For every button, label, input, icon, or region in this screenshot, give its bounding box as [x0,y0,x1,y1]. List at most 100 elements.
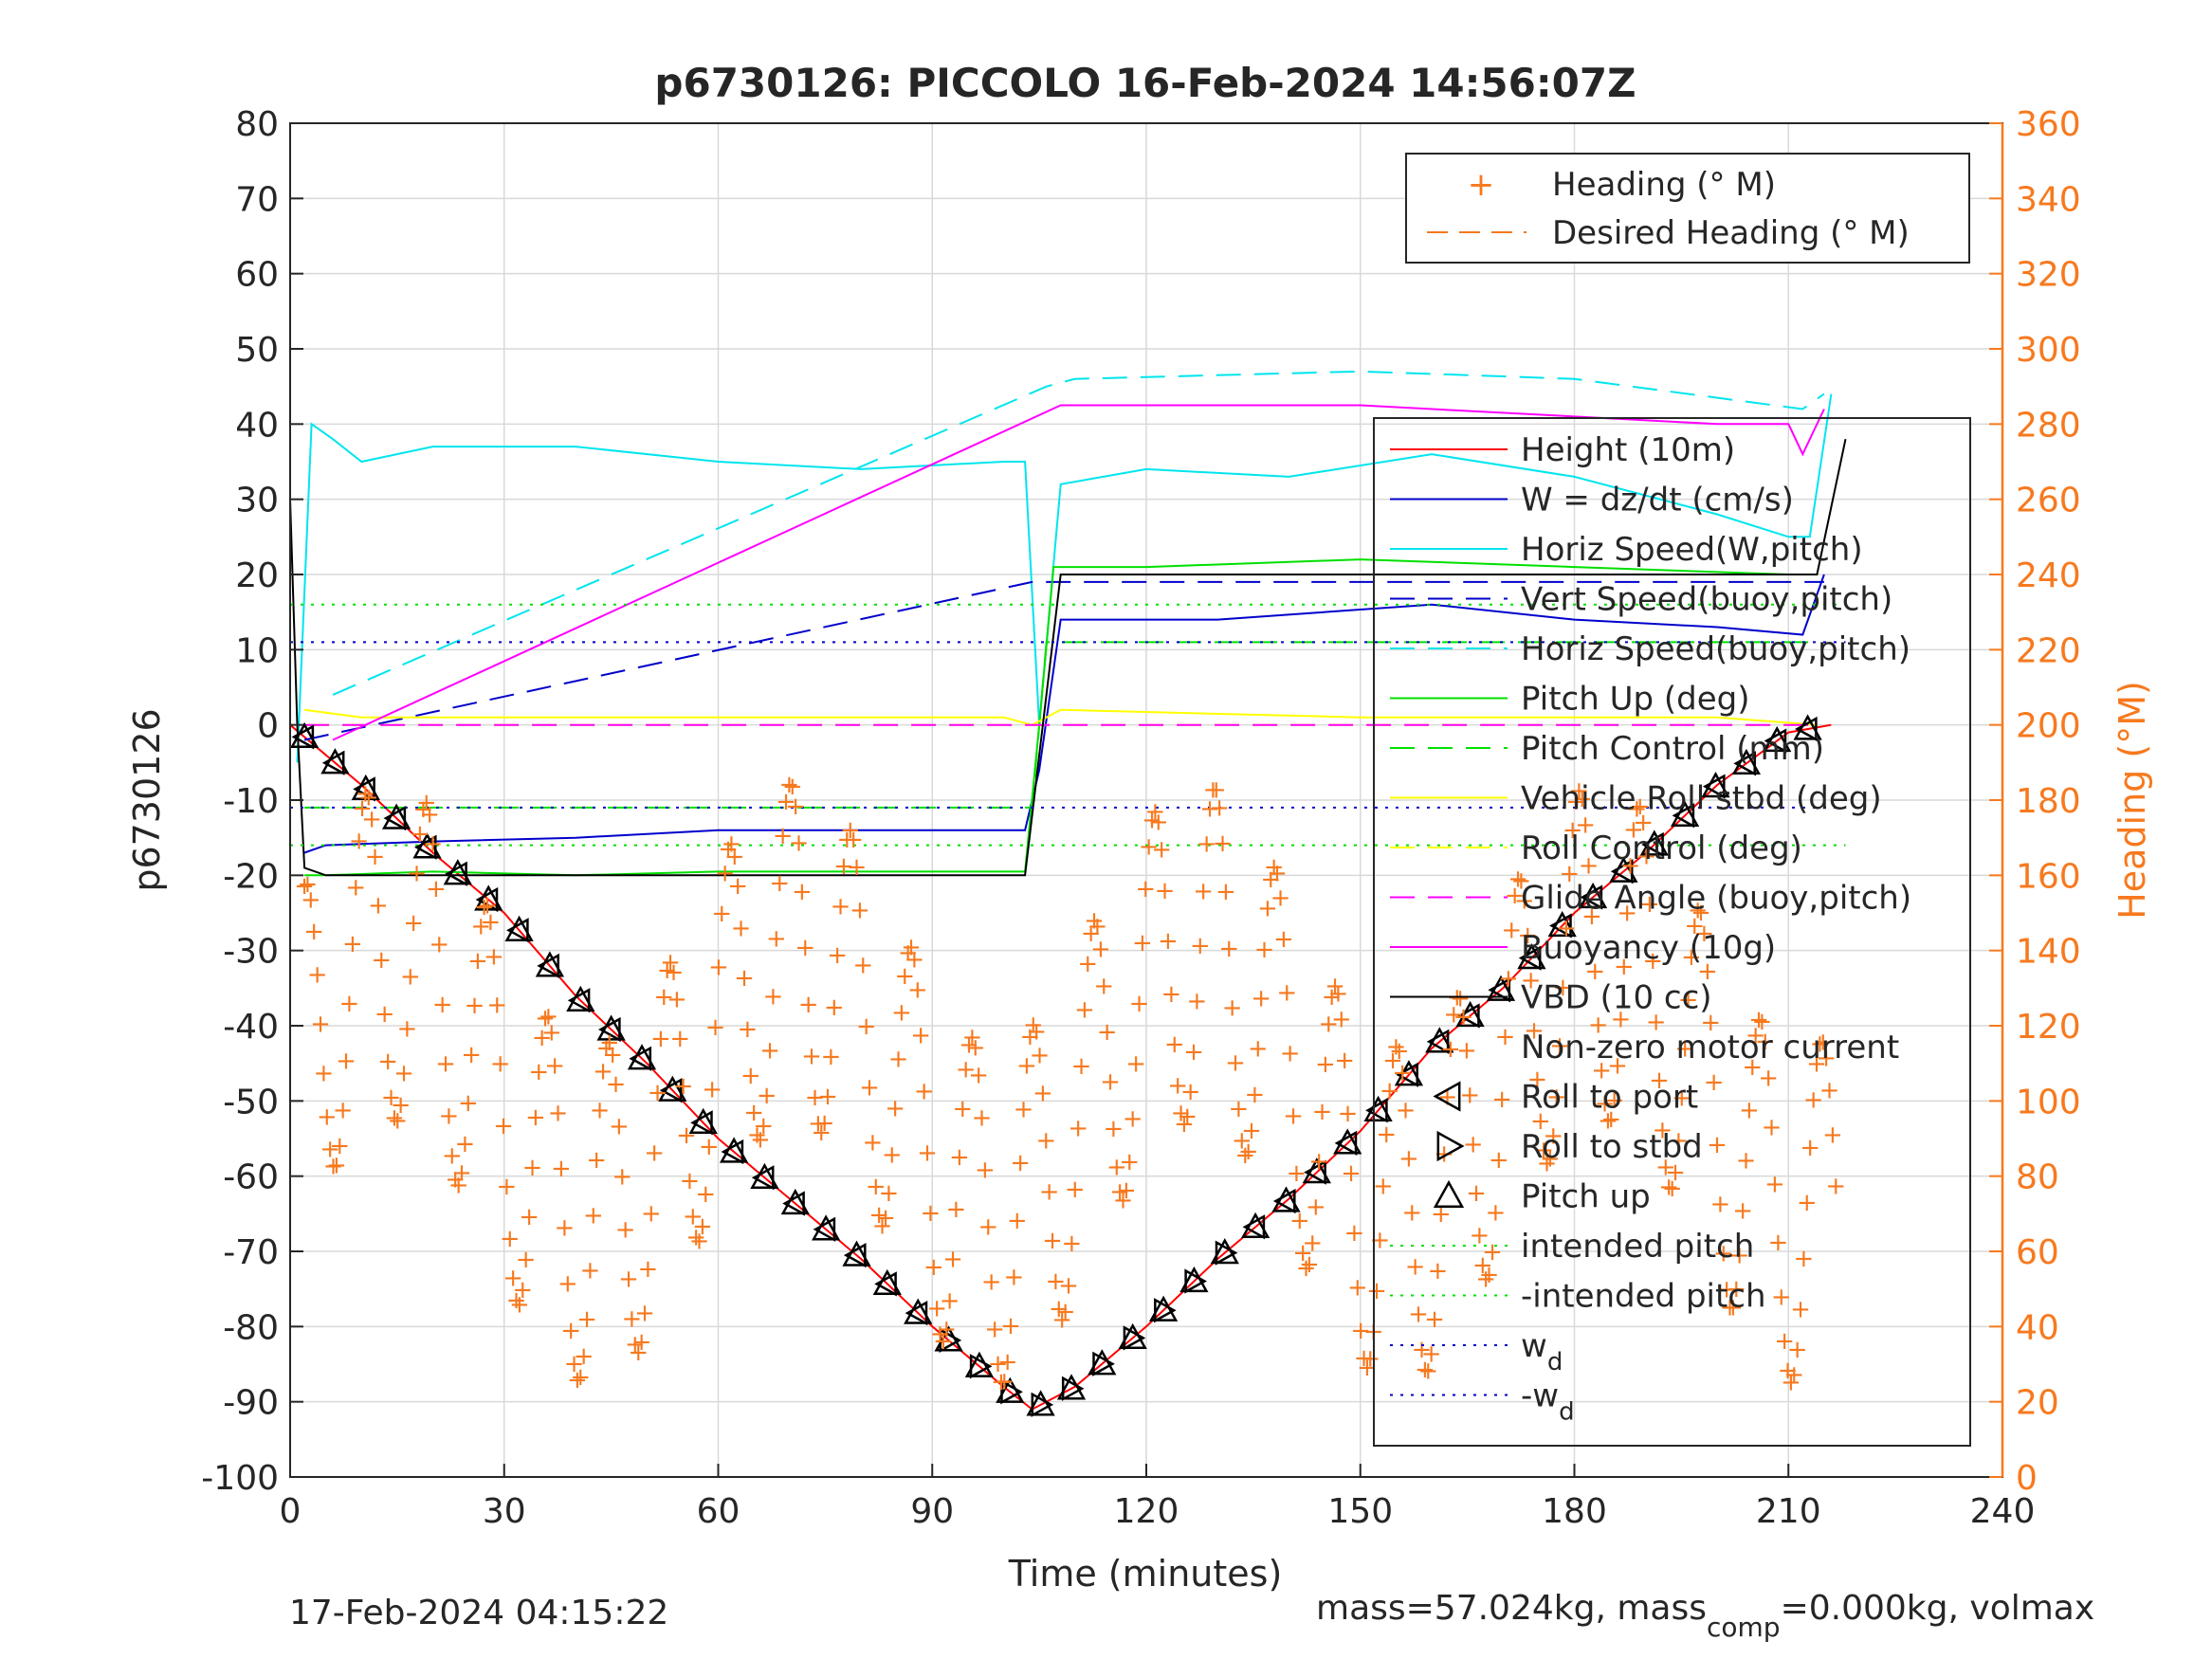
roll-marker [567,988,591,1013]
heading-marker: + [1672,1084,1692,1112]
roll-marker [843,1242,867,1268]
heading-marker: + [808,1110,829,1139]
heading-marker: + [615,1215,636,1244]
heading-marker: + [1774,1327,1795,1356]
heading-marker: + [1129,990,1150,1018]
heading-marker: + [326,1151,347,1179]
heading-marker: + [1251,985,1271,1013]
heading-marker: + [1700,1009,1721,1037]
footer-mass-tail: =0.000kg, volmax [1781,1589,2095,1628]
heading-marker: + [1720,1294,1741,1322]
heading-marker: + [429,930,449,958]
heading-marker: + [481,908,502,937]
heading-marker: + [560,1317,581,1345]
heading-marker: + [792,878,813,906]
legend-label: Buoyancy (10g) [1521,929,1776,967]
heading-marker: + [500,1225,521,1253]
heading-marker: + [715,860,736,888]
heading-marker: + [336,1048,356,1076]
roll-marker [659,1078,683,1103]
heading-marker: + [1380,1077,1400,1105]
heading-marker: + [558,1269,578,1298]
heading-marker: + [1739,1097,1760,1125]
heading-marker: + [901,933,922,961]
roll-marker [1123,1325,1146,1351]
heading-marker: + [599,1029,620,1057]
heading-marker: + [785,793,806,821]
legend-subscript: d [1559,1398,1575,1427]
heading-marker: + [885,1094,905,1122]
plot-area: + + + + + + + + + + + + + + + + + + + + + + + + + + + + + + + + + + + + + + + +… [289,370,1847,1417]
heading-marker: + [1354,1344,1375,1373]
heading-marker: + [1639,890,1660,919]
heading-marker: + [1489,1146,1509,1175]
heading-marker: + [1161,980,1181,1009]
roll-marker [1272,1188,1296,1214]
heading-marker: + [1271,884,1291,913]
y2-axis-label: Heading (°M) [2111,681,2153,920]
y2-tick-label: 340 [2016,180,2081,219]
heading-marker: + [381,1084,402,1112]
heading-marker: + [397,1015,418,1044]
heading-marker: + [946,1195,967,1224]
heading-marker: + [940,1287,960,1316]
chart-title: p6730126: PICCOLO 16-Feb-2024 14:56:07Z [654,60,1636,106]
heading-marker: + [644,1139,665,1168]
heading-marker: + [1267,860,1288,888]
heading-marker: + [1392,1059,1413,1087]
heading-marker: + [426,875,447,903]
heading-marker: + [1033,1079,1053,1107]
heading-marker: + [439,1103,460,1131]
heading-marker: + [959,1030,979,1059]
heading-marker: + [1584,957,1605,986]
heading-legend-marker: + [1468,166,1495,204]
heading-marker: + [1755,1028,1776,1056]
grid-lines [289,122,2003,1478]
heading-marker: + [1187,988,1208,1016]
heading-marker: + [1068,1114,1088,1142]
y-tick-label: 10 [235,631,279,670]
heading-marker: + [734,964,755,993]
heading-marker: + [1373,1172,1394,1200]
x-tick-label: 60 [697,1492,740,1531]
heading-marker: + [878,1179,899,1208]
heading-marker: + [1427,1257,1448,1285]
heading-marker: + [1748,1006,1769,1034]
heading-marker: + [965,1033,986,1062]
heading-marker: + [1244,1081,1265,1109]
heading-marker: + [580,1257,601,1285]
heading-marker: + [1035,1126,1056,1155]
heading-marker: + [593,1058,613,1086]
roll-marker [291,724,315,750]
heading-marker: + [1530,1107,1551,1136]
heading-marker: + [1248,1035,1269,1064]
series-line [303,574,1825,854]
heading-marker: + [410,820,430,848]
heading-marker: + [1762,1113,1782,1141]
heading-marker: + [1813,1029,1834,1057]
heading-marker: + [1611,1005,1632,1033]
heading-legend-label: Heading (° M) [1552,166,1776,204]
heading-marker: + [634,1300,655,1328]
roll-marker [598,1016,621,1043]
heading-marker: + [683,1202,704,1231]
heading-marker: + [590,1096,611,1124]
heading-marker: + [622,1304,643,1333]
heading-marker: + [1617,900,1637,928]
roll-marker [905,1300,928,1326]
heading-marker: + [1415,1356,1435,1384]
heading-marker: + [1296,1254,1317,1283]
roll-marker [1733,751,1756,776]
heading-marker: + [403,909,424,938]
heading-marker: + [412,795,433,824]
heading-marker: + [1456,1036,1477,1065]
heading-marker: + [1505,882,1526,910]
heading-marker: + [1167,1072,1188,1101]
x-tick-label: 30 [483,1492,526,1531]
heading-marker: + [1678,986,1699,1014]
heading-marker: + [1764,1170,1785,1198]
heading-marker: + [814,1109,835,1138]
heading-marker: + [1308,1148,1329,1176]
heading-marker: + [1630,793,1651,821]
heading-marker: + [1607,1051,1628,1080]
